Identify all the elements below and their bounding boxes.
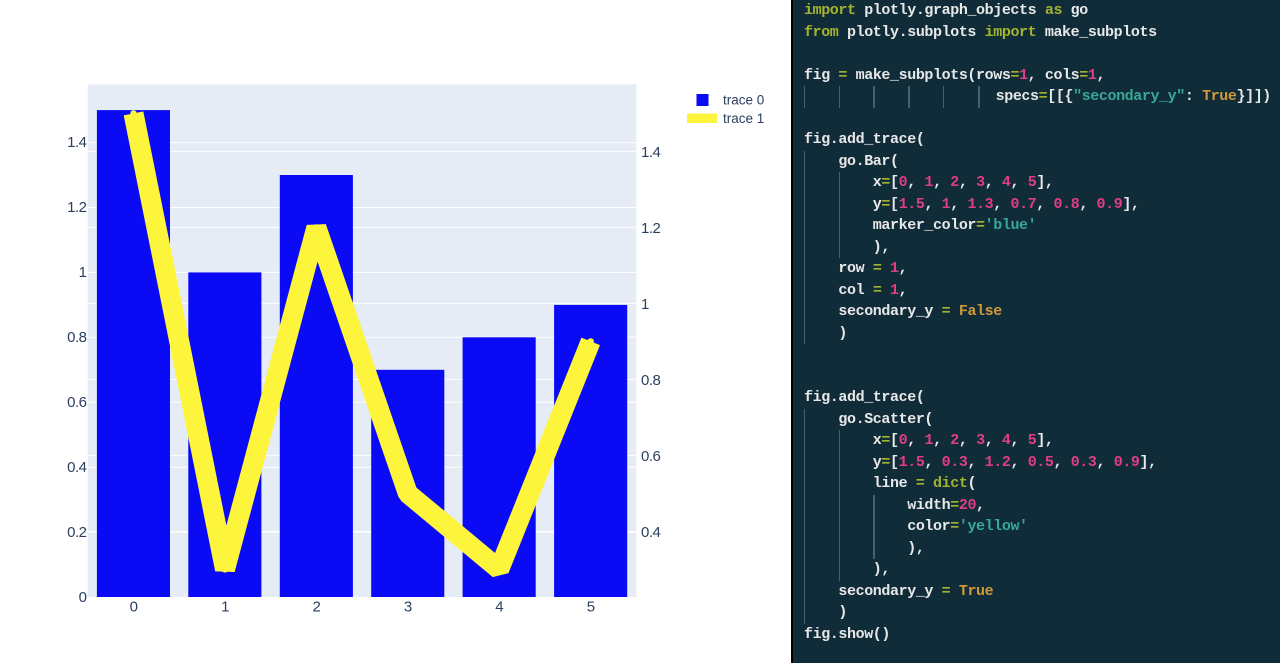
svg-text:0.4: 0.4: [67, 459, 87, 476]
svg-text:0.2: 0.2: [67, 524, 87, 541]
svg-text:trace 1: trace 1: [723, 111, 764, 126]
svg-text:1.2: 1.2: [67, 199, 87, 216]
svg-text:0.8: 0.8: [641, 372, 661, 389]
svg-text:0.6: 0.6: [641, 448, 661, 465]
svg-text:1: 1: [221, 598, 229, 615]
svg-text:1.2: 1.2: [641, 220, 661, 237]
svg-text:0: 0: [79, 589, 87, 606]
svg-text:0.8: 0.8: [67, 329, 87, 346]
svg-text:2: 2: [312, 598, 320, 615]
svg-text:0.6: 0.6: [67, 394, 87, 411]
svg-text:3: 3: [404, 598, 412, 615]
svg-text:0.4: 0.4: [641, 524, 661, 541]
svg-text:1.4: 1.4: [641, 144, 661, 161]
svg-text:1.4: 1.4: [67, 134, 87, 151]
svg-text:1: 1: [79, 264, 87, 281]
svg-text:1: 1: [641, 296, 649, 313]
svg-text:0: 0: [130, 598, 138, 615]
svg-text:5: 5: [587, 598, 595, 615]
svg-text:trace 0: trace 0: [723, 93, 764, 108]
svg-text:4: 4: [495, 598, 503, 615]
